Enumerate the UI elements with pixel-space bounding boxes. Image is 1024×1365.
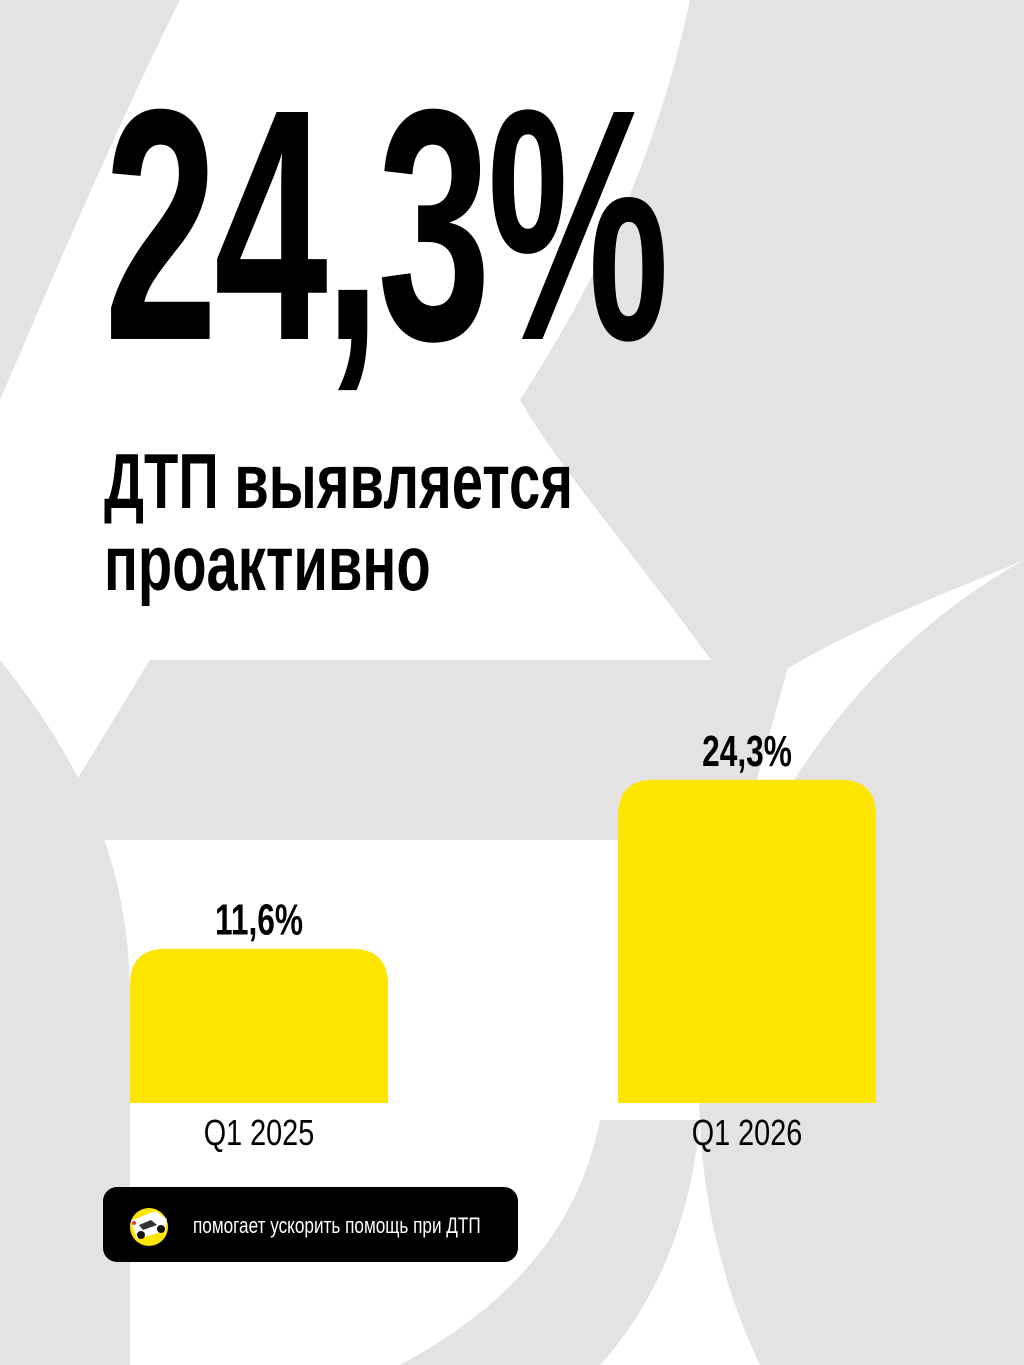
footer-text: помогает ускорить помощь при ДТП [193,1213,481,1238]
decor-shape-right [520,0,1024,700]
decor-shape-bottom-left [0,660,130,1365]
decor-shape-top-left [0,0,180,400]
footer-badge: помогает ускорить помощь при ДТП [103,1187,518,1262]
decor-shape-bottom-swoosh [400,1120,700,1365]
bar-value-label-2: 24,3% [702,727,792,776]
bar-value-label-1: 11,6% [215,896,303,945]
hero-value: 24,3% [104,40,669,409]
decor-shape-middle [40,660,790,840]
headline-line-2: проактивно [104,519,431,607]
bar-1 [130,948,388,1103]
category-label-1: Q1 2025 [204,1112,314,1153]
bar-2 [618,779,876,1103]
headline: ДТП выявляется проактивно [104,440,573,604]
car-crash-icon [130,1208,168,1246]
category-label-2: Q1 2026 [692,1112,802,1153]
headline-line-1: ДТП выявляется [104,437,574,525]
